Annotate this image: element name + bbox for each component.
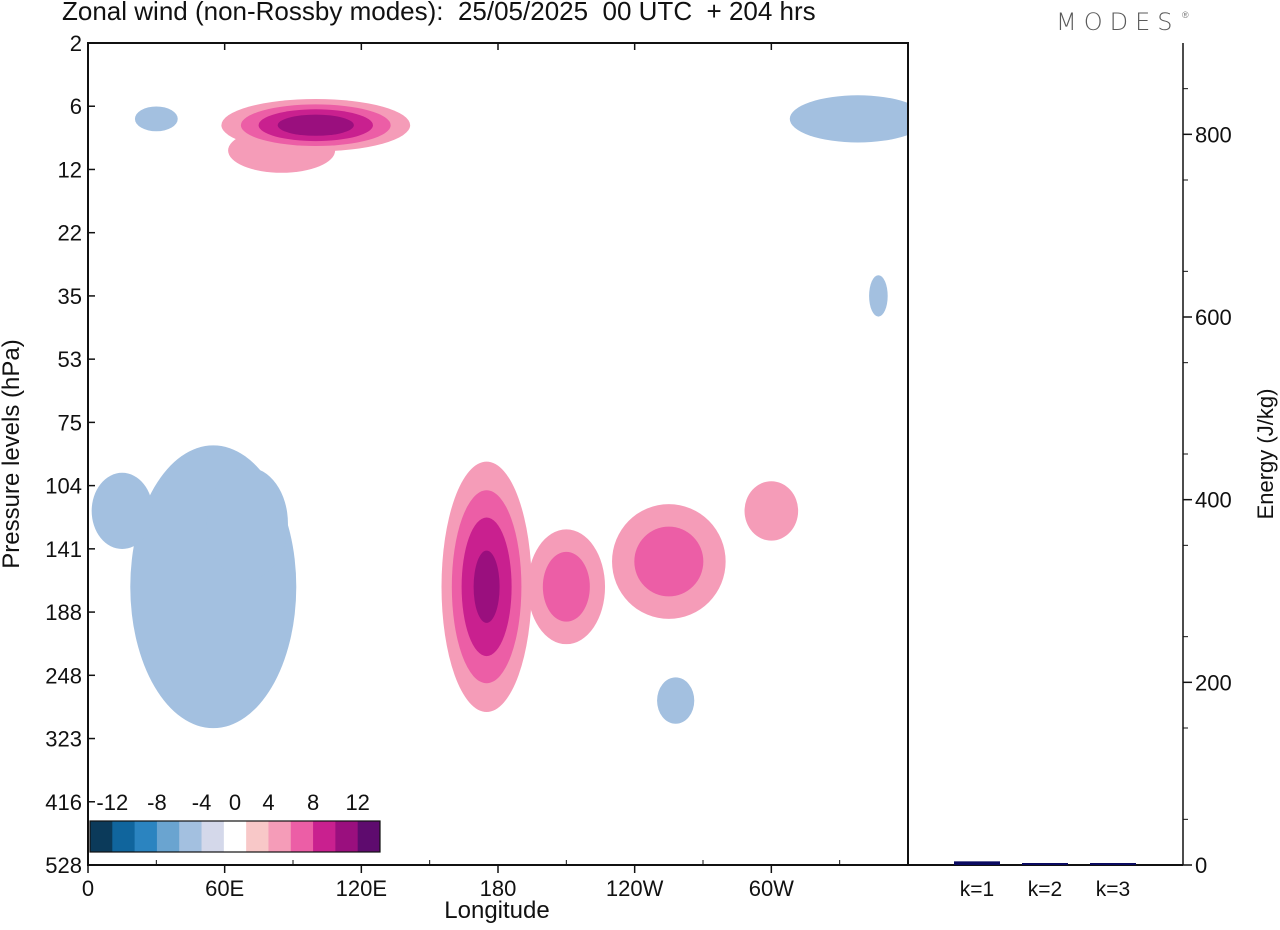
energy-tick-label: 0 — [1195, 853, 1207, 878]
x-axis-label: Longitude — [444, 897, 550, 924]
energy-bar-k=1 — [954, 861, 1000, 865]
colorbar-label: 0 — [229, 790, 241, 815]
energy-tick-label: 400 — [1195, 488, 1232, 513]
y-tick-label: 53 — [58, 347, 82, 372]
colorbar-swatch — [268, 821, 292, 852]
colorbar-swatch — [201, 821, 225, 852]
contour-level--4-blob-7 — [657, 677, 695, 724]
energy-axis-label: Energy (J/kg) — [1253, 388, 1278, 520]
y-tick-label: 528 — [45, 853, 82, 878]
energy-tick-label: 600 — [1195, 305, 1232, 330]
colorbar-swatch — [223, 821, 247, 852]
chart-title: Zonal wind (non-Rossby modes): 25/05/202… — [62, 0, 816, 26]
x-tick-label: 120W — [606, 876, 664, 901]
contour-level--4-blob-4 — [134, 106, 178, 132]
x-tick-label: 60W — [749, 876, 794, 901]
colorbar-label: 8 — [307, 790, 319, 815]
heatmap-area — [91, 95, 908, 729]
colorbar-swatch — [290, 821, 314, 852]
contour-level-4-blob-17 — [744, 481, 799, 541]
colorbar-label: 12 — [345, 790, 369, 815]
energy-tick-label: 800 — [1195, 122, 1232, 147]
colorbar-label: -4 — [192, 790, 212, 815]
y-tick-label: 35 — [58, 284, 82, 309]
energy-bar-k=2 — [1022, 863, 1068, 865]
contour-level-10-blob-12 — [277, 114, 354, 136]
colorbar-frame — [89, 820, 381, 853]
energy-bar-k=3 — [1090, 863, 1136, 865]
colorbar-swatch — [246, 821, 269, 852]
y-tick-label: 22 — [58, 221, 82, 246]
y-tick-label: 12 — [58, 157, 82, 182]
colorbar-label: -8 — [147, 790, 167, 815]
energy-category-label: k=1 — [960, 878, 994, 901]
colorbar-swatch — [90, 821, 113, 852]
x-tick-label: 0 — [82, 876, 94, 901]
energy-axes: 0 200 400 600 800 — [908, 43, 1232, 878]
contour-level-10-blob-14 — [473, 550, 500, 623]
colorbar-swatch — [156, 821, 180, 852]
colorbar-label: 4 — [262, 790, 274, 815]
contour-level--4-blob-2 — [91, 472, 153, 550]
colorbar-label: -12 — [96, 790, 128, 815]
x-tick-label: 180 — [480, 876, 517, 901]
contour-level--4-blob-1 — [206, 467, 288, 580]
energy-category-label: k=2 — [1028, 878, 1062, 901]
y-tick-label: 104 — [45, 474, 82, 499]
contour-level--4-blob-5 — [789, 95, 908, 143]
x-tick-label: 120E — [336, 876, 387, 901]
contour-level-6-blob-15 — [542, 551, 590, 622]
energy-category-label: k=3 — [1096, 878, 1130, 901]
y-tick-label: 248 — [45, 663, 82, 688]
y-axis-label: Pressure levels (hPa) — [0, 339, 25, 569]
colorbar-swatch — [357, 821, 381, 852]
contour-level--4-blob-8 — [869, 275, 888, 317]
y-tick-label: 323 — [45, 727, 82, 752]
y-tick-label: 416 — [45, 790, 82, 815]
contour-level-6-blob-16 — [634, 526, 704, 597]
colorbar-swatch — [134, 821, 158, 852]
y-tick-label: 75 — [58, 410, 82, 435]
y-tick-label: 141 — [45, 537, 82, 562]
colorbar-swatch — [335, 821, 359, 852]
colorbar-swatch — [179, 821, 203, 852]
colorbar: -12 -8 -4 0 4 8 12 — [86, 780, 386, 859]
y-tick-label: 6 — [70, 94, 82, 119]
energy-tick-label: 200 — [1195, 670, 1232, 695]
energy-bars: k=1 k=2 k=3 — [954, 861, 1136, 901]
colorbar-swatch — [112, 821, 136, 852]
registered-mark: ® — [1182, 10, 1189, 20]
x-tick-label: 60E — [205, 876, 244, 901]
y-tick-label: 2 — [70, 31, 82, 56]
y-tick-label: 188 — [45, 600, 82, 625]
brand-logo: MODES — [1056, 8, 1180, 36]
colorbar-swatch — [313, 821, 336, 852]
